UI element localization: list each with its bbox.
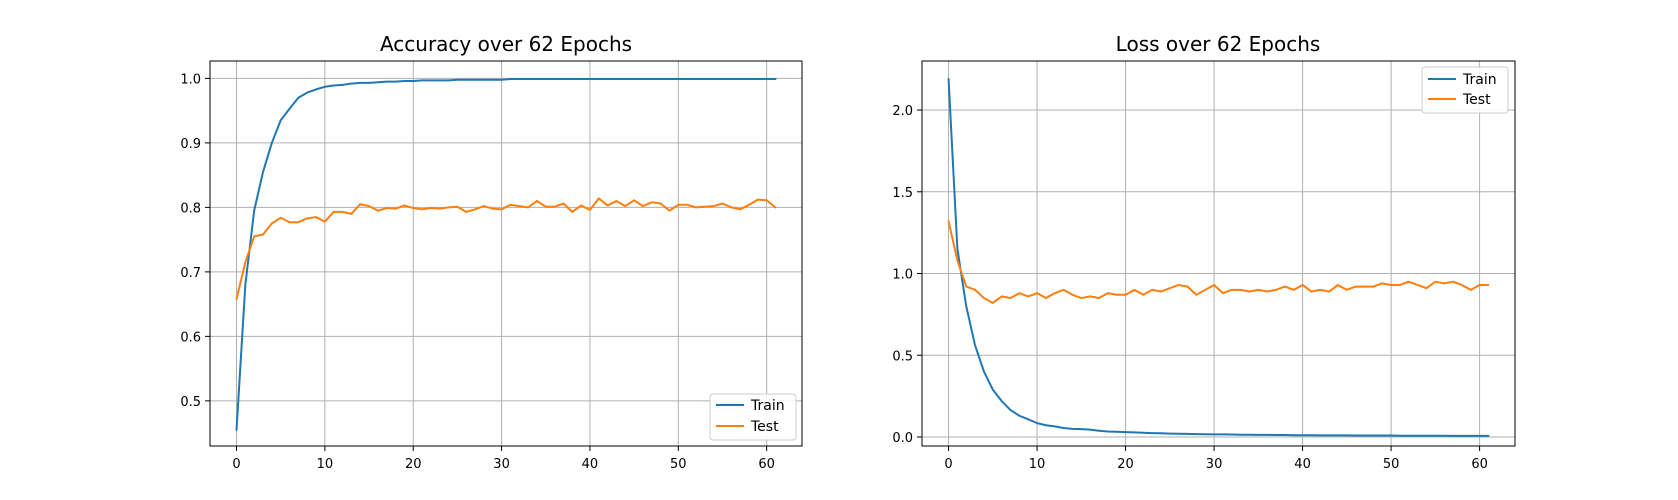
loss-chart: Loss over 62 Epochs 0 10 20 30 40 50 60 0.0 0.5 1… [892, 32, 1516, 472]
accuracy-plot-frame [209, 60, 803, 447]
accuracy-x-tick-label: 10 [317, 457, 334, 472]
accuracy-legend-train-label: Train [750, 398, 785, 414]
loss-y-tick-label: 0.0 [892, 431, 913, 446]
accuracy-y-tick-label: 0.9 [180, 137, 201, 152]
accuracy-y-tick-label: 0.8 [180, 201, 201, 216]
loss-x-tick-label: 0 [944, 457, 952, 472]
loss-grid [922, 61, 1515, 446]
loss-legend-test-label: Test [1462, 92, 1491, 108]
accuracy-y-tick-label: 0.5 [180, 395, 201, 410]
loss-x-tick-label: 40 [1294, 457, 1311, 472]
loss-plot-frame [921, 60, 1516, 447]
loss-x-tick-label: 20 [1117, 457, 1134, 472]
loss-x-tick-label: 60 [1471, 457, 1488, 472]
accuracy-legend-test-label: Test [750, 419, 779, 435]
loss-x-tick-label: 10 [1029, 457, 1046, 472]
accuracy-series [235, 78, 777, 431]
accuracy-chart: Accuracy over 62 Epochs 0 10 20 30 40 50 60 0.5… [180, 32, 803, 472]
accuracy-y-tick-label: 0.7 [180, 266, 201, 281]
loss-ticks: 0 10 20 30 40 50 60 0.0 0.5 1.0 1.5 2.0 [892, 104, 1488, 472]
loss-y-tick-label: 1.5 [892, 186, 913, 201]
loss-y-tick-label: 2.0 [892, 104, 913, 119]
loss-x-tick-label: 50 [1383, 457, 1400, 472]
loss-chart-title: Loss over 62 Epochs [1116, 32, 1321, 56]
loss-series [947, 77, 1490, 437]
accuracy-chart-title: Accuracy over 62 Epochs [380, 32, 632, 56]
accuracy-test-line [235, 197, 777, 300]
accuracy-x-tick-label: 20 [405, 457, 422, 472]
accuracy-x-tick-label: 60 [758, 457, 775, 472]
loss-legend-train-label: Train [1462, 72, 1497, 88]
loss-train-line [947, 77, 1490, 437]
accuracy-ticks: 0 10 20 30 40 50 60 0.5 0.6 0.7 0.8 0.9 1.0 [180, 72, 775, 472]
accuracy-y-tick-label: 1.0 [180, 72, 201, 87]
accuracy-train-line [235, 78, 777, 431]
accuracy-x-tick-label: 30 [493, 457, 510, 472]
loss-legend: Train Test [1421, 66, 1509, 114]
loss-test-line [947, 220, 1490, 304]
loss-y-tick-label: 1.0 [892, 268, 913, 283]
accuracy-x-tick-label: 50 [670, 457, 687, 472]
loss-x-tick-label: 30 [1206, 457, 1223, 472]
accuracy-y-tick-label: 0.6 [180, 330, 201, 345]
accuracy-legend: Train Test [709, 393, 797, 441]
accuracy-x-tick-label: 40 [582, 457, 599, 472]
loss-y-tick-label: 0.5 [892, 349, 913, 364]
accuracy-x-tick-label: 0 [232, 457, 240, 472]
